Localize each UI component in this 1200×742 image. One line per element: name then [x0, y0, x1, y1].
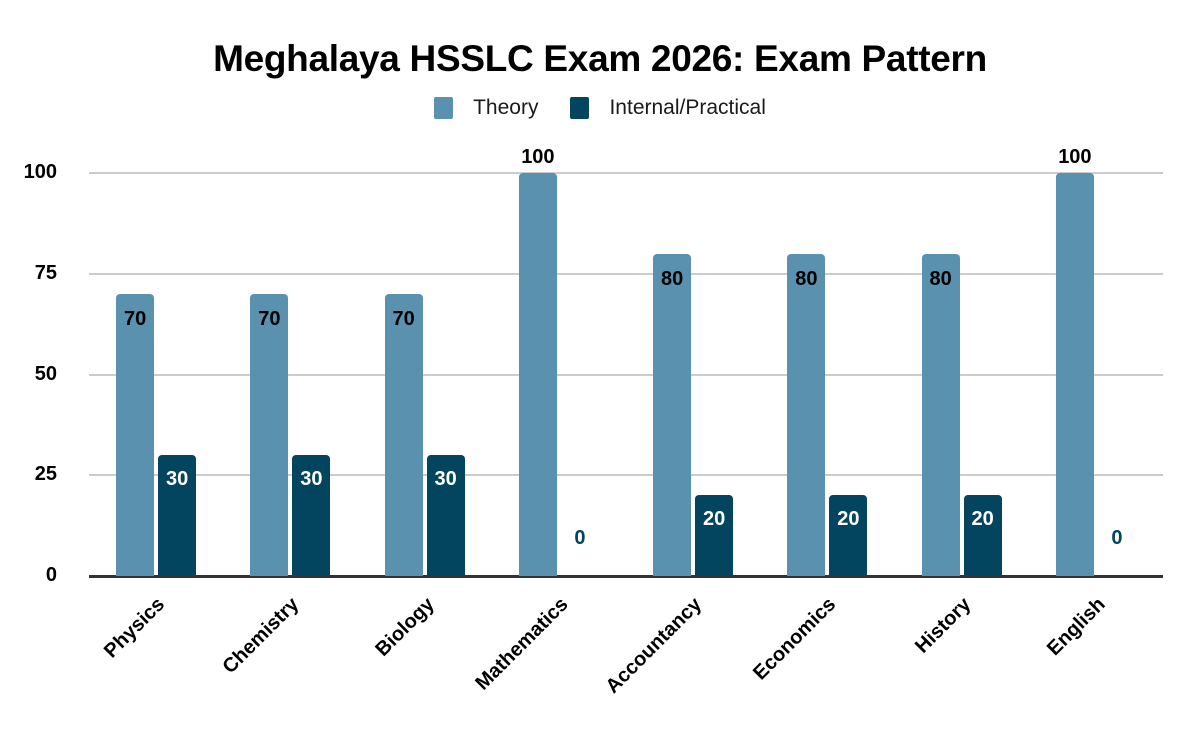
bar-theory-accountancy: [653, 253, 692, 576]
gridline: [89, 474, 1163, 477]
legend-swatch-theory: [434, 97, 454, 119]
data-label: 80: [795, 267, 818, 290]
bar-internal-practical-biology: [426, 455, 465, 576]
data-label: 100: [521, 146, 555, 168]
bar-theory-chemistry: [250, 293, 289, 576]
x-tick-label: Accountancy: [601, 593, 707, 698]
data-label: 0: [574, 527, 586, 549]
bar-theory-english: [1055, 173, 1094, 576]
data-label: 30: [434, 468, 457, 491]
legend-item-theory: Theory: [434, 96, 538, 120]
gridline: [89, 272, 1163, 275]
data-label: 30: [300, 468, 323, 491]
bar-internal-practical-chemistry: [292, 455, 331, 576]
x-tick-label: English: [1042, 593, 1110, 661]
data-label: 20: [703, 508, 726, 531]
data-label: 100: [1058, 146, 1092, 168]
bar-theory-history: [921, 253, 960, 576]
legend-swatch-internal-practical: [570, 97, 590, 119]
legend-label-internal-practical: Internal/Practical: [609, 96, 766, 119]
x-tick-label: Economics: [749, 593, 841, 685]
data-label: 80: [929, 267, 952, 290]
bar-internal-practical-physics: [158, 455, 197, 576]
legend-label-theory: Theory: [473, 96, 539, 119]
bar-theory-biology: [384, 293, 423, 576]
data-label: 30: [166, 468, 189, 491]
y-tick-label: 0: [45, 564, 57, 586]
y-tick-label: 25: [34, 463, 57, 486]
x-tick-label: Physics: [100, 593, 170, 663]
data-label: 80: [661, 267, 684, 290]
data-label: 0: [1111, 527, 1123, 549]
data-label: 70: [392, 307, 415, 330]
x-axis-line: [89, 575, 1163, 578]
data-label: 20: [971, 508, 994, 531]
bar-theory-mathematics: [518, 173, 557, 576]
y-tick-label: 50: [34, 362, 57, 385]
y-tick-label: 75: [34, 261, 57, 284]
x-tick-label: Chemistry: [218, 593, 304, 679]
x-tick-label: Biology: [370, 593, 439, 661]
bar-internal-practical-economics: [829, 495, 868, 576]
bar-internal-practical-accountancy: [695, 495, 734, 576]
y-tick-label: 100: [23, 161, 57, 183]
plot-area: 0 25 50 75 100 70 30 Physics 70 30 Chemistry 70 30 Bi…: [24, 146, 1163, 698]
gridline: [89, 172, 1163, 174]
bar-theory-economics: [787, 253, 826, 576]
bar-internal-practical-history: [963, 495, 1002, 576]
chart-title: Meghalaya HSSLC Exam 2026: Exam Pattern: [213, 38, 987, 79]
bar-theory-physics: [116, 293, 155, 576]
legend-item-internal-practical: Internal/Practical: [570, 96, 766, 120]
x-tick-label: Mathematics: [471, 593, 573, 695]
data-label: 70: [258, 307, 281, 330]
data-label: 70: [124, 307, 147, 330]
data-label: 20: [837, 508, 860, 531]
legend: Theory Internal/Practical: [0, 96, 1200, 120]
x-tick-label: History: [910, 593, 975, 658]
gridline: [89, 373, 1163, 376]
